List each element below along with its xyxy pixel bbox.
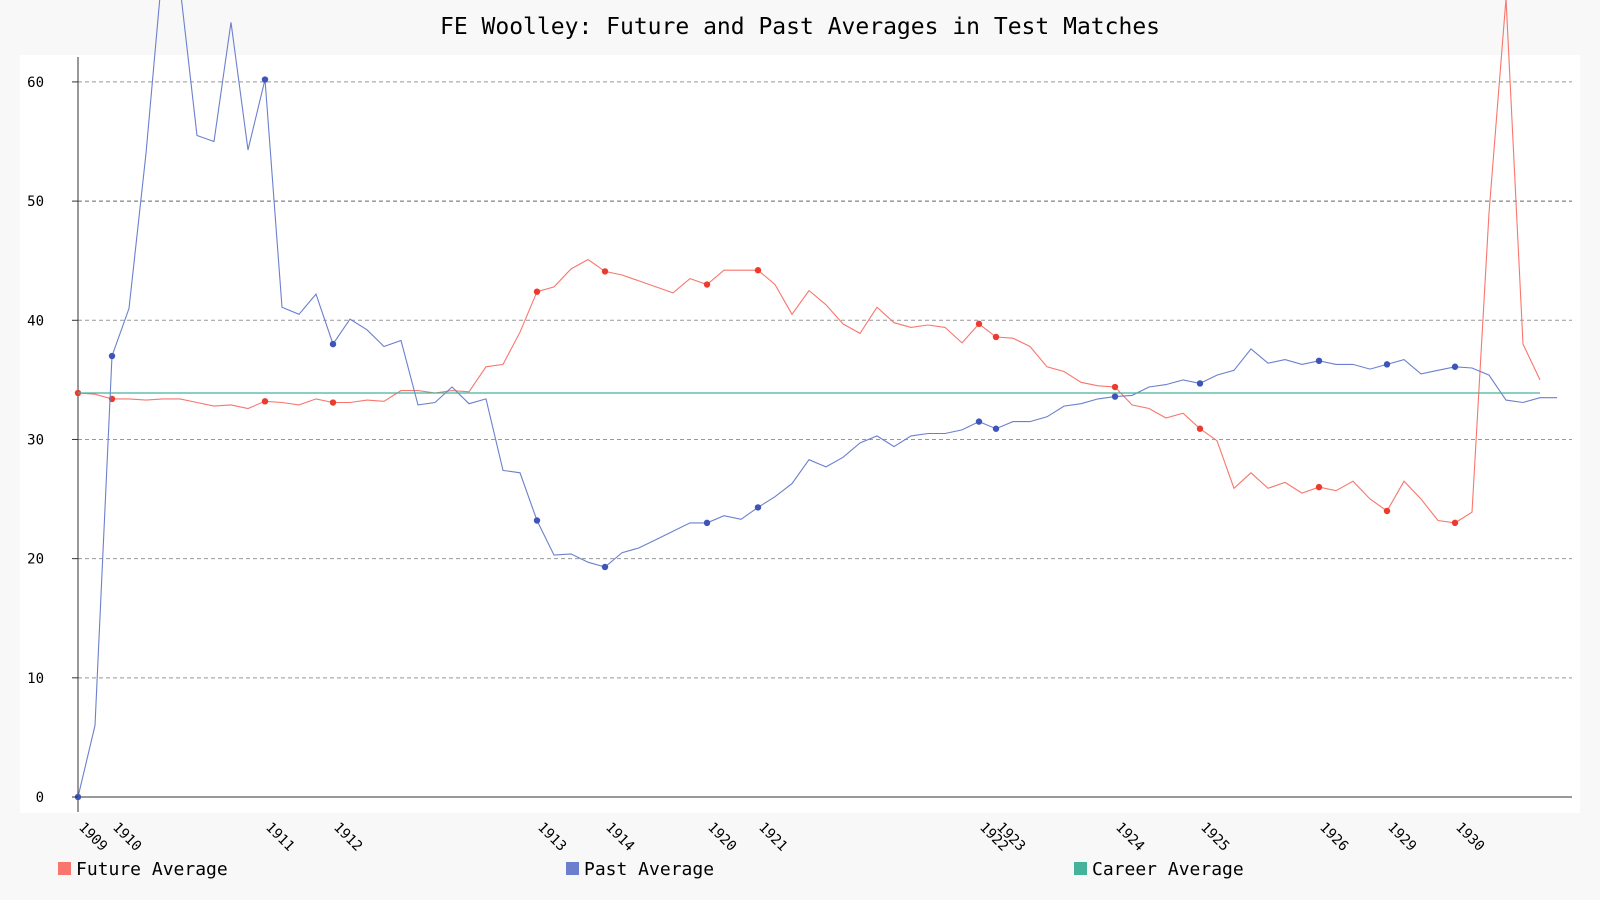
y-tick-label: 60 [27,75,44,91]
series-line [77,0,1557,798]
x-tick-label: 1911 [262,820,297,855]
y-tick-label: 40 [27,313,44,329]
legend-item: Career Average [1074,859,1244,880]
legend-item: Future Average [58,859,228,880]
y-tick-label: 20 [27,552,44,568]
data-point [703,519,711,527]
x-tick-label: 1909 [75,820,110,855]
series-line [77,0,1541,524]
x-tick-label: 1910 [109,820,144,855]
data-point [261,76,269,83]
data-point [1451,519,1459,527]
data-point [601,563,609,571]
chart-title: FE Woolley: Future and Past Averages in … [440,14,1160,40]
data-point [533,288,541,295]
data-point [329,340,337,348]
data-point [329,399,337,406]
y-tick-layer: 0 10 20 30 40 50 60 [27,75,78,806]
x-tick-label: 1930 [1452,820,1487,855]
data-point [703,281,711,288]
legend-label: Career Average [1092,859,1244,880]
data-point [992,425,1000,432]
x-tick-label: 1913 [534,820,569,855]
x-tick-label: 1914 [602,820,637,855]
x-tick-label: 1912 [330,820,365,855]
series-past-average [74,0,1557,801]
series-layer [74,0,1557,801]
y-tick-label: 50 [27,194,44,210]
data-point [1111,383,1119,391]
legend-label: Future Average [76,859,228,880]
legend-label: Past Average [584,859,714,880]
data-point [1196,380,1204,387]
axis-layer [72,57,1572,812]
data-point [975,320,983,328]
data-point [992,333,1000,341]
data-point [1196,425,1204,432]
data-point [1383,507,1391,515]
data-point [533,517,541,524]
x-tick-label: 1924 [1112,820,1147,855]
x-tick-label: 1921 [755,820,790,855]
data-point [1315,483,1323,491]
data-point [261,398,269,405]
legend-swatch [566,862,579,875]
legend-swatch [1074,862,1087,875]
data-point [1111,393,1119,400]
data-point [601,268,609,275]
data-point [1451,363,1459,370]
x-tick-label: 1926 [1316,820,1351,855]
y-tick-label: 10 [27,671,44,687]
x-tick-label: 1929 [1384,820,1419,855]
data-point [754,267,762,274]
plot-area [20,55,1580,813]
legend: Future Average Past Average Career Average [58,859,1244,880]
data-point [975,418,983,425]
legend-item: Past Average [566,859,714,880]
x-tick-label: 1920 [704,820,739,855]
legend-swatch [58,862,71,875]
y-tick-label: 0 [36,790,44,806]
data-point [754,504,762,511]
data-point [108,352,116,360]
data-point [1383,361,1391,368]
grid-layer [78,81,1572,679]
y-tick-label: 30 [27,432,44,448]
x-tick-label: 1925 [1197,820,1232,855]
data-point [1315,357,1323,364]
